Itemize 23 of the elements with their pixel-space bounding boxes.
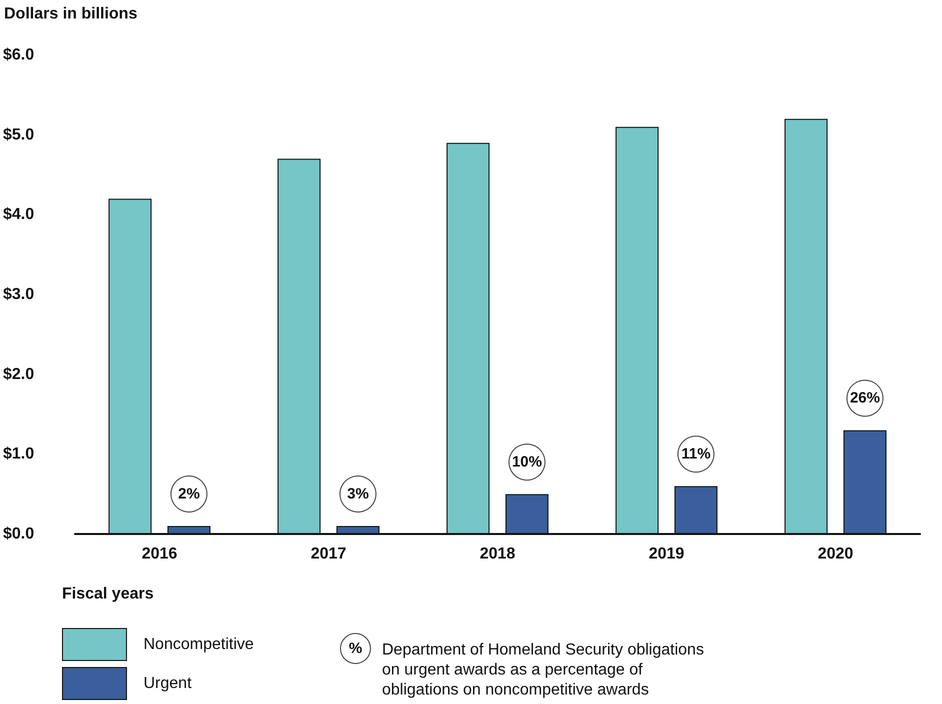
annotation: 10%: [512, 454, 542, 471]
y-tick-label: $6.0: [3, 46, 34, 64]
legend-label: Urgent: [144, 675, 192, 692]
text: %: [348, 640, 362, 657]
y-tick-label: $4.0: [3, 206, 34, 224]
x-tick-label: 2018: [480, 546, 516, 562]
x-tick-label: 2019: [648, 546, 684, 562]
annotation: 26%: [850, 390, 880, 407]
y-tick-label: $5.0: [3, 126, 34, 144]
annotation: 11%: [681, 446, 711, 463]
y-tick-label: $2.0: [3, 366, 34, 383]
x-tick-label: 2017: [310, 546, 346, 562]
legend-label: Noncompetitive: [144, 636, 254, 653]
x-tick-label: 2020: [818, 546, 854, 562]
annotation: 2%: [178, 486, 200, 503]
y-axis-title: Dollars in billions: [4, 6, 138, 22]
y-tick-label: $0.0: [3, 526, 34, 542]
annotation: 3%: [347, 486, 369, 503]
y-tick-label: $3.0: [3, 286, 34, 303]
text: Department of Homeland Security obligations on urgent awards as a percentage of obligations on noncompetitive awards: [382, 642, 704, 698]
y-tick-label: $1.0: [3, 446, 34, 463]
x-axis-title: Fiscal years: [62, 586, 154, 602]
x-tick-label: 2016: [142, 546, 178, 562]
